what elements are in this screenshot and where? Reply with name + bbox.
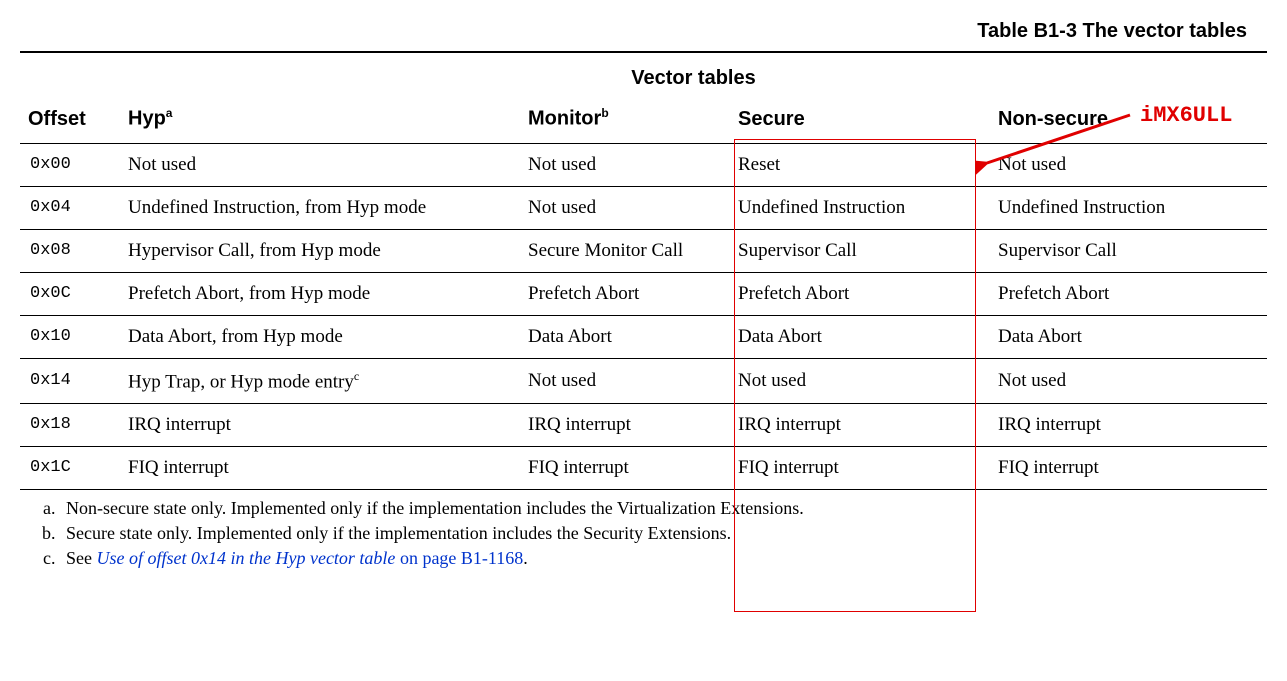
cell-secure: FIQ interrupt [730,446,990,489]
cell-hyp: Hyp Trap, or Hyp mode entryc [120,358,520,403]
cell-monitor: Not used [520,186,730,229]
cell-offset: 0x1C [20,446,120,489]
col-header-secure: Secure [730,96,990,143]
footnotes: Non-secure state only. Implemented only … [20,498,1267,569]
annotation-label: iMX6ULL [1140,103,1232,128]
cell-hyp: Data Abort, from Hyp mode [120,315,520,358]
cell-secure: Not used [730,358,990,403]
cell-secure: Data Abort [730,315,990,358]
table-row: 0x0CPrefetch Abort, from Hyp modePrefetc… [20,272,1267,315]
cell-nonsecure: FIQ interrupt [990,446,1267,489]
cell-secure: Undefined Instruction [730,186,990,229]
cell-offset: 0x14 [20,358,120,403]
cell-monitor: Not used [520,143,730,186]
table-row: 0x04Undefined Instruction, from Hyp mode… [20,186,1267,229]
cell-offset: 0x18 [20,403,120,446]
footnote-c-link[interactable]: Use of offset 0x14 in the Hyp vector tab… [97,548,524,568]
col-header-offset: Offset [20,53,120,143]
cell-offset: 0x0C [20,272,120,315]
cell-nonsecure: Not used [990,143,1267,186]
cell-secure: Reset [730,143,990,186]
footnote-a: Non-secure state only. Implemented only … [60,498,1267,519]
footnote-b: Secure state only. Implemented only if t… [60,523,1267,544]
table-row: 0x14Hyp Trap, or Hyp mode entrycNot used… [20,358,1267,403]
table-title: Table B1-3 The vector tables [20,20,1267,43]
cell-hyp: Undefined Instruction, from Hyp mode [120,186,520,229]
cell-nonsecure: IRQ interrupt [990,403,1267,446]
table-row: 0x00Not usedNot usedResetNot used [20,143,1267,186]
cell-secure: IRQ interrupt [730,403,990,446]
footnote-c: See Use of offset 0x14 in the Hyp vector… [60,548,1267,569]
table-row: 0x18IRQ interruptIRQ interruptIRQ interr… [20,403,1267,446]
col-header-hyp: Hypa [120,96,520,143]
cell-hyp: FIQ interrupt [120,446,520,489]
cell-hyp: IRQ interrupt [120,403,520,446]
cell-offset: 0x10 [20,315,120,358]
footnote-c-link-plain: on page B1-1168 [400,548,523,568]
group-header: Vector tables [120,53,1267,96]
cell-monitor: Data Abort [520,315,730,358]
table-container: Offset Vector tables Hypa Monitorb Secur… [20,51,1267,490]
cell-secure: Supervisor Call [730,229,990,272]
cell-nonsecure: Supervisor Call [990,229,1267,272]
col-header-monitor-label: Monitor [528,108,601,130]
cell-hyp: Not used [120,143,520,186]
table-row: 0x1CFIQ interruptFIQ interruptFIQ interr… [20,446,1267,489]
col-header-hyp-label: Hyp [128,108,166,130]
cell-nonsecure: Not used [990,358,1267,403]
footnote-c-link-italic: Use of offset 0x14 in the Hyp vector tab… [97,548,400,568]
col-header-monitor-note: b [601,106,608,120]
cell-secure: Prefetch Abort [730,272,990,315]
cell-nonsecure: Prefetch Abort [990,272,1267,315]
cell-hyp-note: c [354,369,359,383]
footnote-c-suffix: . [523,548,528,568]
col-header-hyp-note: a [166,106,173,120]
cell-monitor: Not used [520,358,730,403]
cell-hyp: Hypervisor Call, from Hyp mode [120,229,520,272]
footnote-c-prefix: See [66,548,97,568]
cell-offset: 0x08 [20,229,120,272]
cell-monitor: FIQ interrupt [520,446,730,489]
table-row: 0x10Data Abort, from Hyp modeData AbortD… [20,315,1267,358]
cell-hyp: Prefetch Abort, from Hyp mode [120,272,520,315]
table-row: 0x08Hypervisor Call, from Hyp modeSecure… [20,229,1267,272]
cell-monitor: Prefetch Abort [520,272,730,315]
cell-offset: 0x00 [20,143,120,186]
vector-table: Offset Vector tables Hypa Monitorb Secur… [20,53,1267,490]
cell-offset: 0x04 [20,186,120,229]
cell-nonsecure: Data Abort [990,315,1267,358]
col-header-monitor: Monitorb [520,96,730,143]
cell-monitor: IRQ interrupt [520,403,730,446]
cell-monitor: Secure Monitor Call [520,229,730,272]
cell-nonsecure: Undefined Instruction [990,186,1267,229]
